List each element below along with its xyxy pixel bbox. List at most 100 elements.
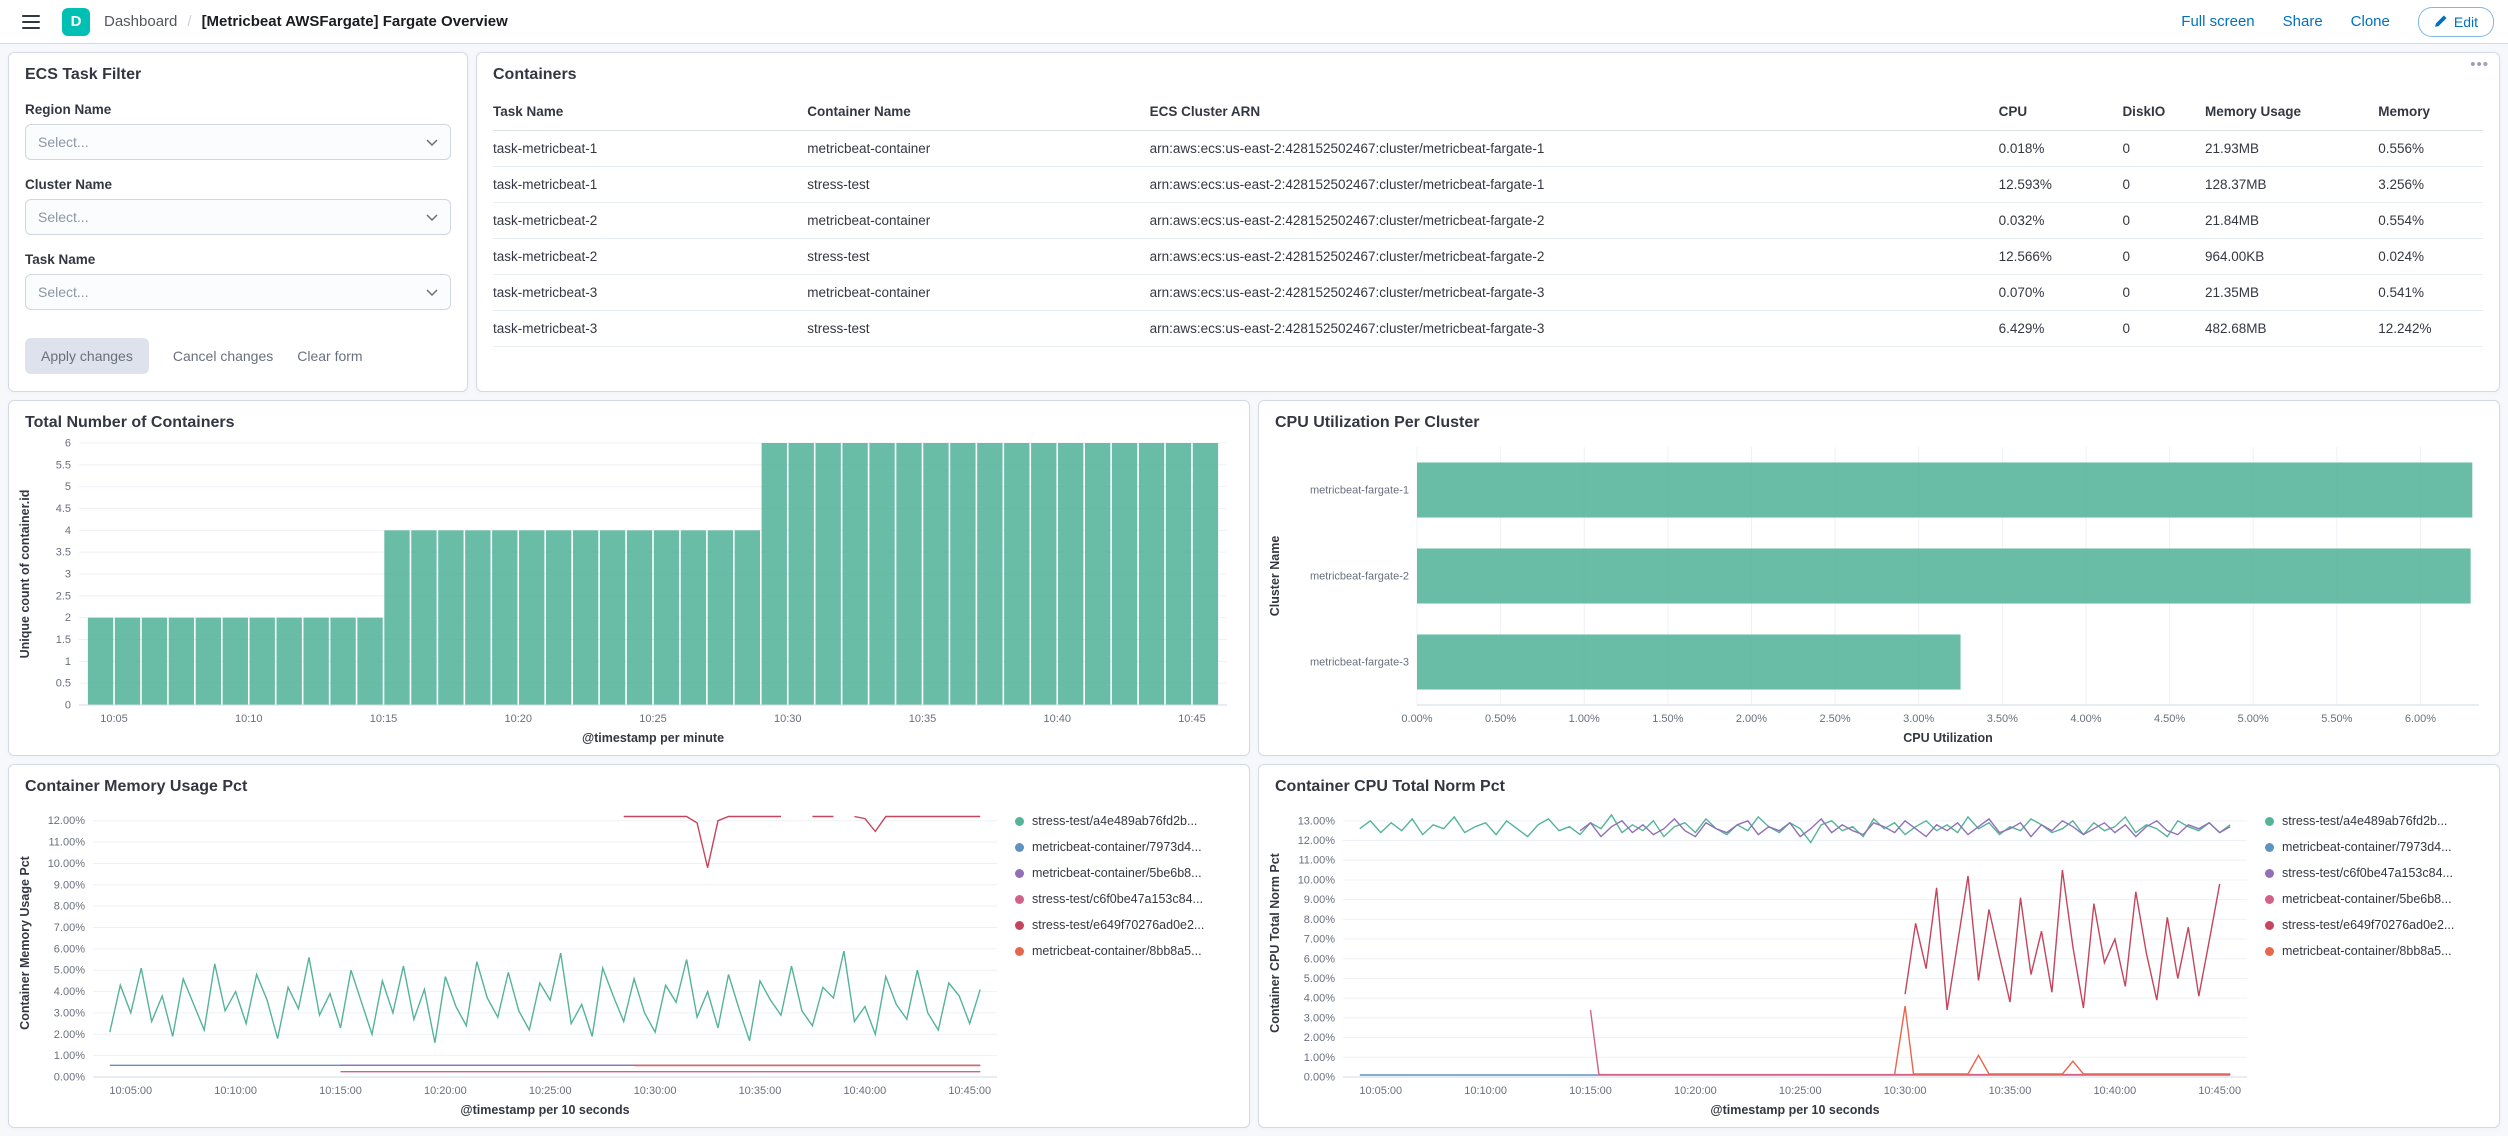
panel-title: Container Memory Usage Pct (25, 778, 248, 795)
containers-bar-chart[interactable]: 0 0.5 1 1.5 2 2.5 3 3.5 4 4.5 5 5.5 6 10:05 10:10 10:15… (15, 435, 1243, 751)
svg-text:10:30:00: 10:30:00 (1884, 1085, 1927, 1097)
col-cpu[interactable]: CPU (1998, 93, 2123, 131)
svg-text:metricbeat-fargate-2: metricbeat-fargate-2 (1310, 571, 1409, 583)
cpu-per-cluster-bar-chart[interactable]: 0.00% 0.50% 1.00% 1.50% 2.00% 2.50% 3.00% 3.50%… (1265, 435, 2493, 751)
legend-item[interactable]: metricbeat-container/7973d4... (1015, 835, 1237, 859)
table-cell: stress-test (807, 310, 1150, 347)
legend-item[interactable]: stress-test/c6f0be47a153c84... (1015, 887, 1237, 911)
svg-text:7.00%: 7.00% (1304, 934, 1335, 946)
legend-item[interactable]: metricbeat-container/8bb8a5... (2265, 939, 2487, 963)
chevron-down-icon (426, 213, 438, 221)
svg-text:4: 4 (65, 525, 71, 537)
hamburger-icon (22, 14, 40, 17)
chevron-down-icon (426, 288, 438, 296)
svg-text:13.00%: 13.00% (1298, 815, 1336, 827)
svg-text:10:45: 10:45 (1178, 713, 1206, 725)
legend-item[interactable]: stress-test/a4e489ab76fd2b... (1015, 809, 1237, 833)
svg-text:10:15:00: 10:15:00 (319, 1085, 362, 1097)
top-header: D Dashboard / [Metricbeat AWSFargate] Fa… (0, 0, 2508, 44)
svg-text:11.00%: 11.00% (1299, 855, 1336, 867)
table-cell: task-metricbeat-1 (493, 130, 808, 167)
cluster-name-select[interactable]: Select... (25, 199, 451, 235)
legend-series-dot (1015, 816, 1024, 826)
legend-series-dot (2265, 842, 2274, 852)
svg-text:Unique count of container.id: Unique count of container.id (18, 490, 32, 659)
svg-text:Container CPU Total Norm Pct: Container CPU Total Norm Pct (1268, 852, 1282, 1032)
legend-series-dot (1015, 920, 1024, 930)
legend-item[interactable]: stress-test/a4e489ab76fd2b... (2265, 809, 2487, 833)
clear-form-button[interactable]: Clear form (297, 348, 363, 364)
table-cell: 0.018% (1998, 130, 2123, 167)
svg-text:10:10:00: 10:10:00 (214, 1085, 257, 1097)
menu-button[interactable] (14, 5, 48, 39)
edit-button[interactable]: Edit (2417, 6, 2494, 37)
panel-title: ECS Task Filter (25, 66, 142, 83)
breadcrumb-dashboard[interactable]: Dashboard (104, 13, 178, 30)
panel-title: Container CPU Total Norm Pct (1275, 778, 1505, 795)
svg-text:10:35:00: 10:35:00 (739, 1085, 782, 1097)
legend-item[interactable]: metricbeat-container/5be6b8... (1015, 861, 1237, 885)
elastic-logo[interactable]: D (62, 7, 90, 36)
breadcrumb-current: [Metricbeat AWSFargate] Fargate Overview (201, 13, 508, 30)
svg-text:6: 6 (65, 438, 71, 450)
cancel-changes-button[interactable]: Cancel changes (172, 348, 274, 364)
full-screen-link[interactable]: Full screen (2181, 13, 2255, 30)
apply-changes-button[interactable]: Apply changes (25, 338, 149, 374)
svg-text:10:35:00: 10:35:00 (1989, 1085, 2032, 1097)
legend-series-label: metricbeat-container/8bb8a5... (1032, 944, 1202, 958)
task-name-field: Task Name Select... (9, 252, 467, 310)
col-task-name[interactable]: Task Name (493, 93, 808, 131)
panel-options-icon[interactable]: ••• (2470, 56, 2489, 73)
table-header-row: Task Name Container Name ECS Cluster ARN… (493, 93, 2483, 131)
table-row: task-metricbeat-1 stress-test arn:aws:ec… (493, 166, 2483, 203)
svg-text:2.00%: 2.00% (54, 1029, 85, 1041)
task-name-select[interactable]: Select... (25, 274, 451, 310)
svg-text:10:25: 10:25 (639, 713, 667, 725)
svg-text:5.50%: 5.50% (2321, 713, 2352, 725)
svg-text:8.00%: 8.00% (1304, 914, 1335, 926)
legend-item[interactable]: stress-test/e649f70276ad0e2... (2265, 913, 2487, 937)
table-cell: 0 (2122, 274, 2206, 311)
table-cell: stress-test (807, 238, 1150, 275)
table-row: task-metricbeat-3 metricbeat-container a… (493, 274, 2483, 311)
svg-text:0: 0 (65, 700, 71, 712)
svg-text:0.50%: 0.50% (1485, 713, 1516, 725)
legend-item[interactable]: stress-test/e649f70276ad0e2... (1015, 913, 1237, 937)
col-container-name[interactable]: Container Name (807, 93, 1150, 131)
cpu-total-norm-line-chart[interactable]: 0.00% 1.00% 2.00% 3.00% 4.00% 5.00% 6.00% 7.00%… (1265, 799, 2255, 1123)
table-cell: task-metricbeat-1 (493, 166, 808, 203)
table-cell: 0.541% (2378, 274, 2483, 311)
ecs-task-filter-panel: ECS Task Filter Region Name Select... Cl… (8, 52, 468, 392)
containers-panel: Containers ••• Task Name Container Name … (476, 52, 2500, 392)
share-link[interactable]: Share (2282, 13, 2323, 30)
col-memory[interactable]: Memory (2378, 93, 2483, 131)
svg-text:Container Memory Usage Pct: Container Memory Usage Pct (18, 855, 32, 1029)
clone-link[interactable]: Clone (2350, 13, 2390, 30)
legend-item[interactable]: metricbeat-container/5be6b8... (2265, 887, 2487, 911)
svg-text:12.00%: 12.00% (1298, 835, 1336, 847)
legend-item[interactable]: metricbeat-container/7973d4... (2265, 835, 2487, 859)
table-cell: 128.37MB (2205, 166, 2379, 203)
svg-text:10:10: 10:10 (235, 713, 263, 725)
legend-item[interactable]: stress-test/c6f0be47a153c84... (2265, 861, 2487, 885)
memory-usage-line-chart[interactable]: 0.00% 1.00% 2.00% 3.00% 4.00% 5.00% 6.00% 7.00%… (15, 799, 1005, 1123)
col-diskio[interactable]: DiskIO (2122, 93, 2206, 131)
legend-item[interactable]: metricbeat-container/8bb8a5... (1015, 939, 1237, 963)
svg-text:4.00%: 4.00% (2070, 713, 2101, 725)
region-name-select[interactable]: Select... (25, 124, 451, 160)
svg-text:9.00%: 9.00% (1304, 894, 1335, 906)
svg-text:1.50%: 1.50% (1652, 713, 1683, 725)
table-cell: task-metricbeat-2 (493, 238, 808, 275)
svg-text:4.00%: 4.00% (1304, 993, 1335, 1005)
svg-text:metricbeat-fargate-3: metricbeat-fargate-3 (1310, 657, 1409, 669)
panel-title: Total Number of Containers (25, 414, 235, 431)
memory-usage-panel: Container Memory Usage Pct 0.00% 1.00% 2.0… (8, 764, 1250, 1128)
table-cell: task-metricbeat-3 (493, 310, 808, 347)
col-ecs-cluster-arn[interactable]: ECS Cluster ARN (1149, 93, 1999, 131)
table-cell: arn:aws:ecs:us-east-2:428152502467:clust… (1149, 310, 1999, 347)
col-memory-usage[interactable]: Memory Usage (2205, 93, 2379, 131)
svg-text:@timestamp per 10 seconds: @timestamp per 10 seconds (1710, 1103, 1879, 1117)
svg-text:0.5: 0.5 (56, 678, 71, 690)
svg-text:0.00%: 0.00% (1304, 1072, 1335, 1084)
legend-series-dot (2265, 946, 2274, 956)
